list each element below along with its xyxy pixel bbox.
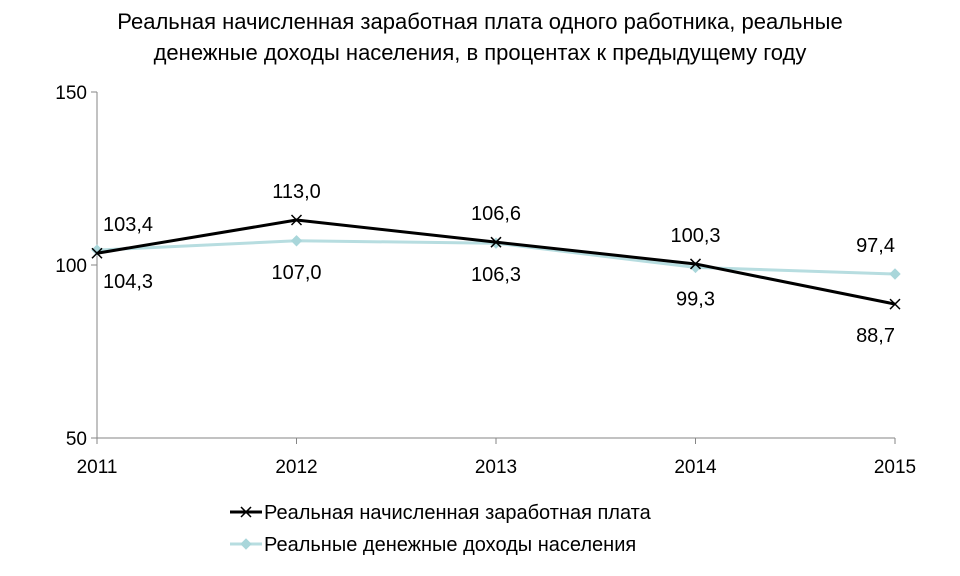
data-label: 113,0 [272,181,321,203]
data-point-marker [91,247,103,259]
legend-label-2: Реальные денежные доходы населения [264,534,636,556]
series-line-1 [96,218,896,306]
y-tick-label: 50 [66,429,87,450]
legend: Реальная начисленная заработная плата Реа… [230,502,652,556]
x-tick-label: 2014 [674,457,717,478]
chart-title-line-1: Реальная начисленная заработная плата од… [117,9,843,34]
data-label: 106,6 [471,203,521,225]
chart-title: Реальная начисленная заработная плата од… [0,6,960,68]
data-label: 104,3 [103,271,153,293]
data-labels: 103,4 113,0 106,6 100,3 88,7 104,3 107,0 106,3 9… [103,181,895,347]
y-tick-label: 100 [55,256,87,277]
data-label: 88,7 [856,325,895,347]
x-tick-label: 2013 [475,457,517,478]
chart-title-line-2: денежные доходы населения, в процентах к… [153,40,807,65]
y-tick-label: 150 [55,83,87,104]
x-tick-label: 2012 [275,457,317,478]
x-tick-label: 2011 [77,457,118,478]
data-point-marker [240,506,252,518]
data-point-marker [689,258,702,270]
x-tick-label: 2015 [874,457,916,478]
data-label: 97,4 [856,235,895,257]
data-label: 107,0 [271,262,321,284]
data-label: 100,3 [670,225,720,247]
data-point-marker [490,236,502,248]
data-point-marker [889,298,901,310]
legend-label-1: Реальная начисленная заработная плата [264,502,652,524]
data-point-marker [240,538,252,550]
data-point-marker [889,268,901,280]
data-label: 106,3 [471,264,521,286]
series-layer [91,214,901,310]
data-label: 103,4 [103,214,153,236]
axes: 50 100 150 2011 2012 2013 2014 2015 [55,83,916,478]
data-label: 99,3 [676,288,715,310]
data-point-marker [290,214,303,226]
data-point-marker [290,235,303,247]
